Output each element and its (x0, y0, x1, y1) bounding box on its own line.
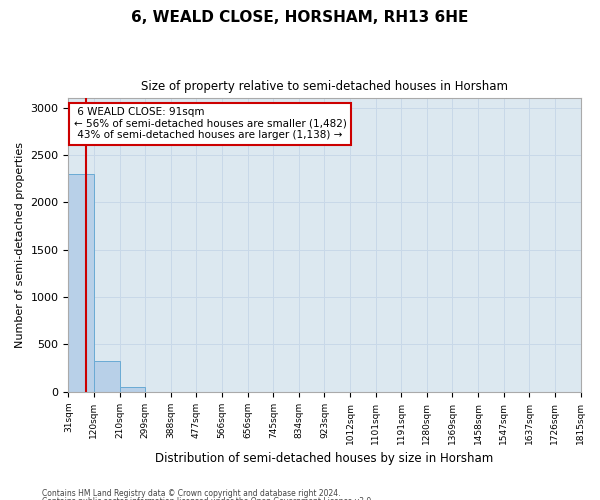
Y-axis label: Number of semi-detached properties: Number of semi-detached properties (15, 142, 25, 348)
Text: Contains public sector information licensed under the Open Government Licence v3: Contains public sector information licen… (42, 497, 374, 500)
Bar (94, 360, 120, 392)
Text: 6 WEALD CLOSE: 91sqm
← 56% of semi-detached houses are smaller (1,482)
 43% of s: 6 WEALD CLOSE: 91sqm ← 56% of semi-detac… (74, 107, 346, 140)
Bar (120, 387, 145, 392)
Title: Size of property relative to semi-detached houses in Horsham: Size of property relative to semi-detach… (141, 80, 508, 93)
X-axis label: Distribution of semi-detached houses by size in Horsham: Distribution of semi-detached houses by … (155, 452, 494, 465)
Text: Contains HM Land Registry data © Crown copyright and database right 2024.: Contains HM Land Registry data © Crown c… (42, 488, 341, 498)
Bar (68, 174, 94, 392)
Text: 6, WEALD CLOSE, HORSHAM, RH13 6HE: 6, WEALD CLOSE, HORSHAM, RH13 6HE (131, 10, 469, 25)
